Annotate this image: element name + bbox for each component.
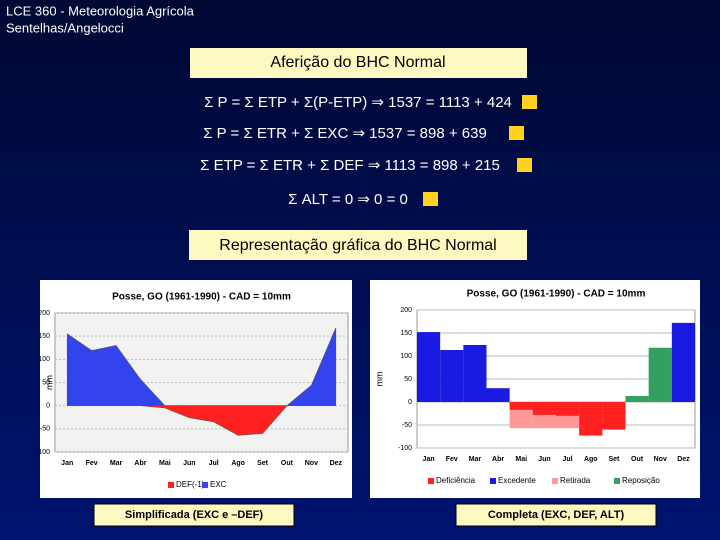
header-line: Sentelhas/Angelocci xyxy=(6,20,124,35)
area xyxy=(66,327,337,406)
equation: Σ P = Σ ETP + Σ(P-ETP) ⇒ 1537 = 1113 + 4… xyxy=(204,94,512,111)
x-tick-label: Out xyxy=(631,456,644,463)
caption: Simplificada (EXC e –DEF) xyxy=(125,509,263,521)
caption-box xyxy=(455,503,657,527)
title-box xyxy=(190,48,527,78)
x-tick-label: Dez xyxy=(330,460,343,467)
legend-swatch xyxy=(614,478,620,484)
x-tick-label: Mai xyxy=(515,456,527,463)
x-tick-label: Jun xyxy=(538,456,550,463)
y-tick-label: -100 xyxy=(36,449,50,456)
x-tick-label: Out xyxy=(281,460,294,467)
chart-title: Posse, GO (1961-1990) - CAD = 10mm xyxy=(112,292,291,303)
x-tick-label: Mar xyxy=(469,456,482,463)
legend-label: DEF(-1) xyxy=(176,480,205,489)
y-tick-label: 0 xyxy=(46,403,50,410)
x-tick-label: Jul xyxy=(563,456,573,463)
legend-swatch xyxy=(552,478,558,484)
x-tick-label: Mai xyxy=(159,460,171,467)
legend-swatch xyxy=(168,482,174,488)
x-tick-label: Mar xyxy=(110,460,123,467)
legend-label: Excedente xyxy=(498,476,536,485)
y-tick-label: 0 xyxy=(408,399,412,406)
bar xyxy=(532,402,556,415)
x-tick-label: Ago xyxy=(231,460,245,467)
equation: Σ ALT = 0 ⇒ 0 = 0 xyxy=(288,191,408,208)
x-tick-label: Set xyxy=(257,460,269,467)
header-line: LCE 360 - Meteorologia Agrícola xyxy=(6,3,195,18)
legend-label: EXC xyxy=(210,480,227,489)
x-tick-label: Fev xyxy=(446,456,458,463)
x-tick-label: Fev xyxy=(86,460,98,467)
y-tick-label: 200 xyxy=(400,307,412,314)
y-tick-label: 100 xyxy=(400,353,412,360)
x-tick-label: Ago xyxy=(584,456,598,463)
y-tick-label: 200 xyxy=(38,310,50,317)
legend-swatch xyxy=(202,482,208,488)
x-tick-label: Nov xyxy=(305,460,318,467)
bar xyxy=(579,402,603,436)
equation: Σ ETP = Σ ETR + Σ DEF ⇒ 1113 = 898 + 215 xyxy=(200,157,500,174)
y-tick-label: -50 xyxy=(402,422,412,429)
y-tick-label: 50 xyxy=(404,376,412,383)
chart-title: Posse, GO (1961-1990) - CAD = 10mm xyxy=(467,289,646,300)
y-tick-label: 150 xyxy=(400,330,412,337)
title-box-text: Representação gráfica do BHC Normal xyxy=(219,237,496,254)
bar xyxy=(509,402,533,410)
title-box-text: Aferição do BHC Normal xyxy=(270,54,445,71)
equation: Σ P = Σ ETR + Σ EXC ⇒ 1537 = 898 + 639 xyxy=(203,125,487,142)
bar xyxy=(486,388,510,402)
x-tick-label: Jan xyxy=(61,460,73,467)
y-tick-label: 100 xyxy=(38,356,50,363)
title-box xyxy=(189,230,527,260)
bar xyxy=(463,344,487,402)
check-icons xyxy=(423,95,537,206)
x-tick-label: Nov xyxy=(654,456,667,463)
x-tick-label: Jul xyxy=(209,460,219,467)
x-tick-label: Abr xyxy=(134,460,146,467)
bar xyxy=(440,350,464,402)
x-tick-label: Abr xyxy=(492,456,504,463)
caption-box xyxy=(93,503,295,527)
legend-swatch xyxy=(490,478,496,484)
bar xyxy=(671,322,695,402)
bar xyxy=(648,347,672,402)
y-tick-label: 150 xyxy=(38,333,50,340)
legend-swatch xyxy=(428,478,434,484)
legend-label: Deficiência xyxy=(436,476,476,485)
y-axis-label: mm xyxy=(44,375,54,390)
x-tick-label: Jun xyxy=(183,460,195,467)
caption: Completa (EXC, DEF, ALT) xyxy=(488,509,625,521)
bar xyxy=(602,402,626,430)
legend-label: Retirada xyxy=(560,476,591,485)
x-tick-label: Set xyxy=(608,456,620,463)
bar xyxy=(625,396,649,402)
y-tick-label: 50 xyxy=(42,379,50,386)
x-tick-label: Jan xyxy=(423,456,435,463)
y-tick-label: -100 xyxy=(398,445,412,452)
y-axis-label: mm xyxy=(374,372,384,387)
bar xyxy=(556,402,580,416)
x-tick-label: Dez xyxy=(677,456,690,463)
y-tick-label: -50 xyxy=(40,426,50,433)
legend-label: Reposição xyxy=(622,476,660,485)
bar xyxy=(417,332,441,402)
